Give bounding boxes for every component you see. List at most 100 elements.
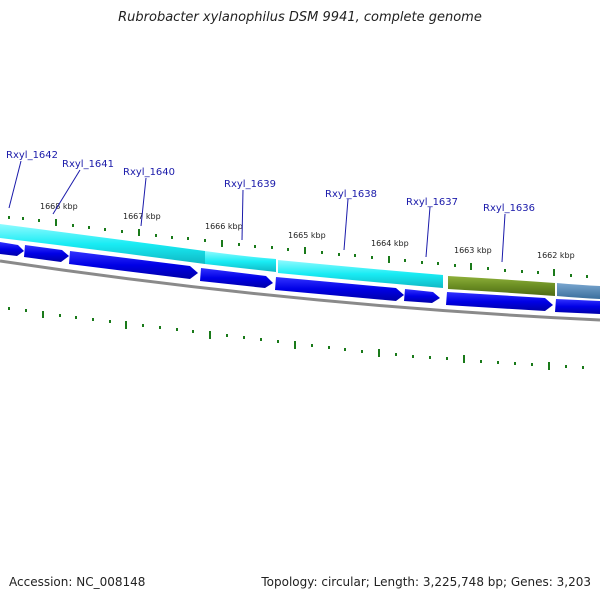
tick-mark	[209, 331, 211, 339]
tick-mark	[531, 363, 533, 366]
tick-mark	[204, 239, 206, 242]
tick-mark	[404, 259, 406, 262]
tick-mark	[412, 355, 414, 358]
tick-mark	[104, 228, 106, 231]
cds-arrow[interactable]	[275, 277, 404, 301]
tick-mark	[480, 360, 482, 363]
tick-mark	[75, 316, 77, 319]
tick-mark	[159, 326, 161, 329]
tick-mark	[463, 355, 465, 363]
tick-mark	[354, 254, 356, 257]
tick-mark	[446, 357, 448, 360]
kbp-label: 1668 kbp	[40, 202, 78, 211]
gene-label-rxyl-1640[interactable]: Rxyl_1640	[123, 167, 175, 178]
tick-mark	[142, 324, 144, 327]
lower-tick-row	[8, 307, 584, 370]
genome-title: Rubrobacter xylanophilus DSM 9941, compl…	[118, 10, 482, 25]
gene-label-rxyl-1636[interactable]: Rxyl_1636	[483, 203, 535, 214]
tick-mark	[344, 348, 346, 351]
tick-mark	[304, 247, 306, 254]
feature-segment-olive[interactable]	[448, 276, 555, 296]
cds-arrow[interactable]	[24, 245, 69, 262]
tick-mark	[226, 334, 228, 337]
tick-mark	[254, 245, 256, 248]
tick-mark	[586, 275, 588, 278]
tick-mark	[277, 340, 279, 343]
tick-mark	[470, 263, 472, 270]
gene-label-leader	[8, 160, 22, 209]
tick-mark	[395, 353, 397, 356]
gene-label-leader	[501, 213, 506, 263]
tick-mark	[243, 336, 245, 339]
tick-mark	[361, 350, 363, 353]
tick-mark	[238, 243, 240, 246]
tick-mark	[176, 328, 178, 331]
gene-label-rxyl-1641[interactable]: Rxyl_1641	[62, 159, 114, 170]
cds-arrow[interactable]	[446, 292, 553, 311]
tick-mark	[437, 262, 439, 265]
kbp-label: 1663 kbp	[454, 246, 492, 255]
tick-mark	[371, 256, 373, 259]
tick-mark	[8, 307, 10, 310]
tick-mark	[454, 264, 456, 267]
gene-label-rxyl-1637[interactable]: Rxyl_1637	[406, 197, 458, 208]
tick-mark	[192, 330, 194, 333]
kbp-label: 1666 kbp	[205, 222, 243, 231]
tick-mark	[22, 217, 24, 220]
tick-mark	[378, 349, 380, 357]
gene-label-leader	[52, 169, 81, 215]
kbp-label: 1662 kbp	[537, 251, 575, 260]
tick-mark	[59, 314, 61, 317]
kbp-label: 1664 kbp	[371, 239, 409, 248]
feature-segment-cyan[interactable]	[0, 224, 205, 264]
tick-mark	[171, 236, 173, 239]
gene-label-leader	[425, 206, 431, 258]
tick-mark	[121, 230, 123, 233]
cds-arrow[interactable]	[555, 299, 600, 314]
upper-tick-row	[8, 216, 588, 278]
genome-backbone	[0, 259, 600, 322]
gene-label-leader	[343, 198, 349, 251]
tick-mark	[294, 341, 296, 349]
tick-mark	[429, 356, 431, 359]
tick-mark	[548, 362, 550, 370]
tick-mark	[25, 309, 27, 312]
gene-label-leader	[140, 177, 147, 227]
genome-summary: Topology: circular; Length: 3,225,748 bp…	[261, 575, 591, 589]
tick-mark	[421, 261, 423, 264]
tick-mark	[487, 267, 489, 270]
tick-mark	[338, 253, 340, 256]
cds-arrow[interactable]	[404, 289, 440, 303]
feature-segment-steel[interactable]	[557, 283, 600, 299]
feature-segment-cyan[interactable]	[205, 251, 276, 272]
gene-label-rxyl-1642[interactable]: Rxyl_1642	[6, 150, 58, 161]
cds-arrow[interactable]	[200, 268, 273, 288]
tick-mark	[582, 366, 584, 369]
tick-mark	[42, 311, 44, 318]
gene-labels: Rxyl_1642 Rxyl_1641 Rxyl_1640 Rxyl_1639 …	[6, 150, 535, 263]
tick-mark	[88, 226, 90, 229]
tick-mark	[497, 361, 499, 364]
tick-mark	[221, 240, 223, 247]
gene-label-rxyl-1639[interactable]: Rxyl_1639	[224, 179, 276, 190]
tick-mark	[271, 246, 273, 249]
cds-arrow[interactable]	[69, 251, 198, 279]
tick-mark	[55, 219, 57, 226]
tick-mark	[388, 256, 390, 263]
cds-arrow[interactable]	[0, 242, 24, 256]
tick-mark	[553, 269, 555, 276]
tick-mark	[311, 344, 313, 347]
tick-mark	[328, 346, 330, 349]
kbp-label: 1665 kbp	[288, 231, 326, 240]
feature-track	[0, 224, 600, 299]
tick-mark	[72, 224, 74, 227]
tick-mark	[537, 271, 539, 274]
feature-segment-cyan[interactable]	[278, 260, 443, 288]
tick-mark	[92, 318, 94, 321]
tick-mark	[38, 219, 40, 222]
tick-mark	[570, 274, 572, 277]
tick-mark	[187, 237, 189, 240]
tick-mark	[287, 248, 289, 251]
gene-label-rxyl-1638[interactable]: Rxyl_1638	[325, 189, 377, 200]
